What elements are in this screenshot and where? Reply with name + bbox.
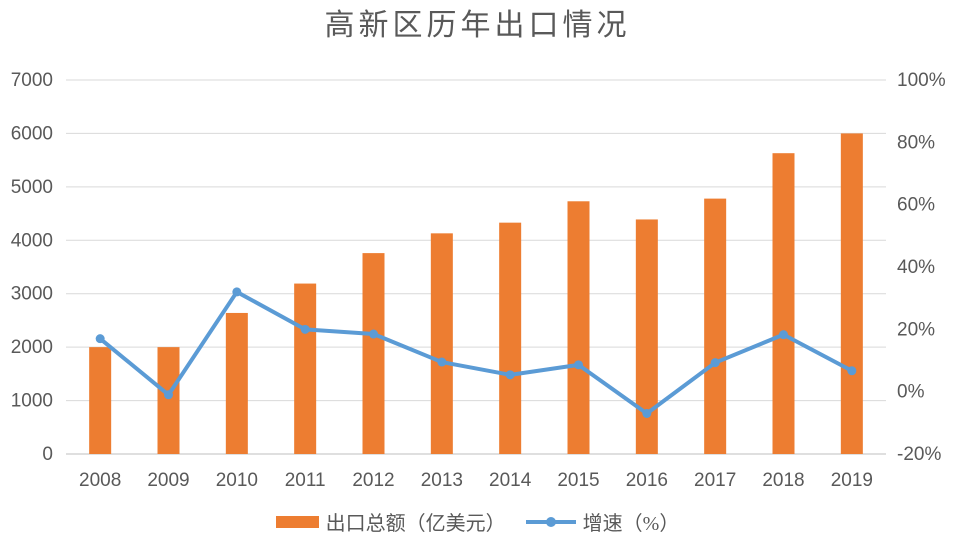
left-axis-tick-label: 3000 xyxy=(11,284,53,305)
growth-marker-2008 xyxy=(95,334,105,344)
left-axis-tick-label: 1000 xyxy=(11,391,53,412)
bar-2016 xyxy=(635,219,658,454)
growth-marker-2017 xyxy=(710,358,720,368)
legend-bar-swatch-icon xyxy=(275,515,319,528)
right-axis-tick-label: 0% xyxy=(897,382,925,403)
growth-marker-2011 xyxy=(300,324,310,334)
x-axis-tick-label: 2013 xyxy=(421,470,463,491)
bar-2019 xyxy=(840,133,863,454)
x-axis-tick-label: 2010 xyxy=(216,470,258,491)
bar-2017 xyxy=(704,198,727,454)
x-axis-tick-label: 2015 xyxy=(557,470,599,491)
bar-2009 xyxy=(157,347,180,454)
bar-2008 xyxy=(89,347,112,454)
x-axis-tick-label: 2008 xyxy=(79,470,121,491)
growth-marker-2009 xyxy=(164,390,173,400)
x-axis-tick-label: 2009 xyxy=(147,470,189,491)
growth-marker-2019 xyxy=(847,366,857,376)
x-axis-tick-label: 2012 xyxy=(352,470,394,491)
bar-2014 xyxy=(499,222,522,454)
bar-2012 xyxy=(362,253,385,454)
left-axis-tick-label: 6000 xyxy=(11,123,53,144)
left-axis-tick-label: 5000 xyxy=(11,177,53,198)
bar-2011 xyxy=(294,283,317,454)
bar-2018 xyxy=(772,153,795,454)
growth-marker-2012 xyxy=(369,329,378,339)
left-axis-tick-label: 7000 xyxy=(11,70,53,91)
right-axis-tick-label: 40% xyxy=(897,257,935,278)
growth-marker-2010 xyxy=(232,287,242,297)
x-axis-tick-label: 2011 xyxy=(285,470,326,491)
legend: 出口总额（亿美元） 增速（%） xyxy=(0,507,955,536)
bar-2010 xyxy=(225,312,248,454)
left-axis-tick-label: 4000 xyxy=(11,230,53,251)
growth-marker-2013 xyxy=(437,357,447,367)
right-axis-tick-label: 100% xyxy=(897,70,946,91)
growth-marker-2014 xyxy=(505,370,515,380)
x-axis-tick-label: 2019 xyxy=(831,470,873,491)
chart-title: 高新区历年出口情况 xyxy=(324,9,631,42)
right-axis-tick-label: 60% xyxy=(897,195,935,216)
legend-item-exports: 出口总额（亿美元） xyxy=(275,507,506,536)
left-axis-tick-label: 2000 xyxy=(11,337,53,358)
right-axis-tick-label: -20% xyxy=(897,444,941,465)
x-axis-tick-label: 2018 xyxy=(762,470,804,491)
x-axis-tick-label: 2014 xyxy=(489,470,532,491)
legend-item-growth: 增速（%） xyxy=(525,507,680,536)
right-axis-tick-label: 80% xyxy=(897,132,935,153)
legend-line-marker-icon xyxy=(545,516,556,527)
legend-exports-label: 出口总额（亿美元） xyxy=(325,513,506,535)
bar-2013 xyxy=(430,233,453,454)
right-axis-tick-label: 20% xyxy=(897,319,935,340)
legend-growth-label: 增速（%） xyxy=(582,513,680,535)
bar-2015 xyxy=(567,201,590,454)
legend-line-swatch-icon xyxy=(525,516,576,527)
growth-marker-2015 xyxy=(574,360,583,370)
left-axis-tick-label: 0 xyxy=(42,444,53,465)
growth-marker-2016 xyxy=(642,408,652,418)
growth-line xyxy=(98,289,854,416)
x-axis-tick-label: 2017 xyxy=(694,470,736,491)
x-axis-tick-label: 2016 xyxy=(626,470,668,491)
growth-marker-2018 xyxy=(779,330,788,340)
